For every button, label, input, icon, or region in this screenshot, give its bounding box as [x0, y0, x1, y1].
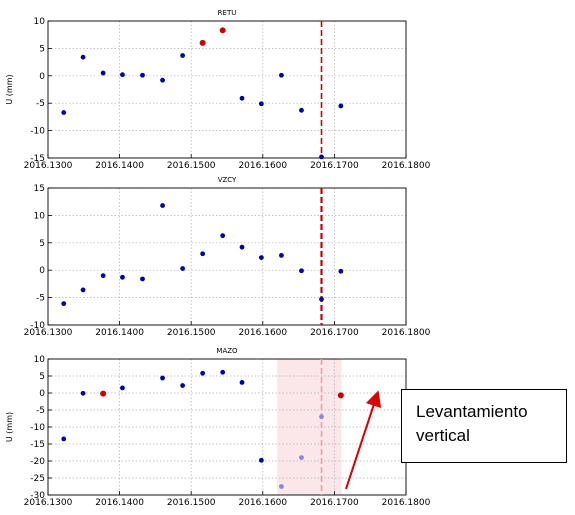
x-tick-label: 2016.1300 [24, 161, 73, 171]
y-tick-label: -5 [36, 406, 45, 416]
y-tick-label: -10 [30, 423, 45, 433]
data-point [160, 375, 165, 381]
y-tick-label: -5 [36, 99, 45, 109]
x-tick-label: 2016.1400 [95, 328, 144, 338]
data-point [80, 54, 86, 60]
plot-retu: 2016.1300 2016.1400 2016.1500 2016.1600 2016… [5, 9, 431, 171]
y-tick-label: 5 [39, 372, 45, 382]
y-tick-label: -30 [30, 491, 45, 501]
data-point [220, 233, 226, 239]
y-axis-label: U (mm) [5, 74, 14, 104]
data-point [180, 383, 186, 388]
x-tick-label: 2016.1400 [95, 498, 144, 508]
y-tick-label: -10 [30, 321, 45, 331]
data-point [279, 484, 284, 489]
data-point [140, 72, 145, 78]
shaded-region [277, 359, 342, 495]
x-tick-label: 2016.1700 [310, 498, 359, 508]
data-point [299, 268, 304, 274]
data-point [258, 457, 264, 463]
y-tick-label: 0 [39, 389, 45, 399]
plot-title: VZCY [218, 176, 237, 184]
data-point [80, 390, 86, 396]
data-point [299, 455, 304, 460]
x-tick-label: 2016.1600 [238, 161, 287, 171]
data-point [200, 251, 206, 257]
y-tick-label: 10 [34, 211, 46, 221]
y-tick-label: -25 [30, 474, 45, 484]
y-tick-label: 10 [34, 355, 46, 365]
x-tick-label: 2016.1500 [167, 498, 216, 508]
data-point [200, 370, 206, 376]
y-tick-label: -5 [36, 294, 45, 304]
y-tick-label: 0 [39, 72, 45, 82]
plot-vzcy: 2016.1300 2016.1400 2016.1500 2016.1600 2016… [24, 176, 431, 338]
x-tick-label: 2016.1500 [167, 161, 216, 171]
data-point [120, 274, 125, 280]
data-point [239, 380, 245, 385]
data-point [279, 72, 284, 78]
x-tick-label: 2016.1800 [382, 498, 431, 508]
y-tick-label: 5 [39, 44, 45, 54]
data-point [120, 72, 125, 78]
data-point [319, 296, 324, 302]
data-point [100, 390, 107, 397]
annotation-callout: Levantamiento vertical [401, 389, 567, 463]
data-point [160, 203, 165, 208]
data-point [279, 253, 284, 258]
data-point [219, 27, 226, 34]
data-point [258, 255, 264, 260]
x-tick-label: 2016.1700 [310, 161, 359, 171]
data-point [199, 39, 206, 46]
data-point [239, 244, 245, 250]
x-tick-label: 2016.1400 [95, 161, 144, 171]
data-point [61, 436, 67, 442]
data-point [239, 95, 245, 101]
x-tick-label: 2016.1800 [382, 328, 431, 338]
data-point [61, 301, 67, 307]
x-tick-label: 2016.1600 [238, 498, 287, 508]
plot-title: RETU [218, 9, 237, 17]
data-point [319, 154, 324, 160]
x-tick-label: 2016.1800 [382, 161, 431, 171]
annotation-line-2: vertical [416, 426, 470, 445]
data-point [220, 369, 226, 375]
y-tick-label: 15 [34, 184, 45, 194]
data-point [258, 101, 264, 107]
y-tick-label: -10 [30, 127, 45, 137]
data-point [160, 77, 165, 83]
data-point [319, 414, 324, 420]
x-tick-label: 2016.1500 [167, 328, 216, 338]
data-point [61, 110, 67, 115]
annotation-line-1: Levantamiento [416, 402, 528, 421]
x-tick-label: 2016.1300 [24, 328, 73, 338]
x-tick-label: 2016.1300 [24, 498, 73, 508]
y-tick-label: -20 [30, 457, 45, 467]
y-tick-label: 10 [34, 17, 46, 27]
y-tick-label: -15 [30, 440, 45, 450]
data-point [100, 70, 106, 76]
plot-frame [47, 187, 407, 326]
data-point [180, 53, 186, 58]
plot-title: MAZO [216, 347, 238, 355]
data-point [338, 268, 344, 274]
plot-mazo: 2016.1300 2016.1400 2016.1500 2016.1600 2016… [5, 347, 431, 508]
data-point [180, 266, 186, 271]
data-point [140, 276, 145, 282]
plot-frame [47, 20, 407, 159]
y-tick-label: 0 [39, 266, 45, 276]
data-point [299, 107, 304, 113]
data-point [80, 287, 86, 293]
data-point [100, 273, 106, 279]
x-tick-label: 2016.1700 [310, 328, 359, 338]
data-point [120, 385, 125, 391]
y-tick-label: 5 [39, 239, 45, 249]
y-axis-label: U (mm) [5, 412, 14, 442]
data-point [337, 392, 344, 399]
y-tick-label: -15 [30, 154, 45, 164]
x-tick-label: 2016.1600 [238, 328, 287, 338]
data-point [338, 103, 344, 109]
